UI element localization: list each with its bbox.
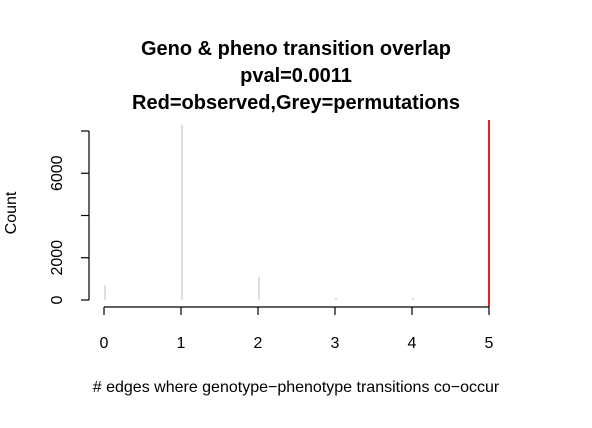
y-tick-label-1: 2000 bbox=[49, 240, 66, 276]
x-tick-label-4: 4 bbox=[408, 335, 417, 352]
chart-title: Geno & pheno transition overlap pval=0.0… bbox=[132, 38, 460, 114]
y-tick-label-2: 6000 bbox=[49, 155, 66, 191]
y-axis: 0 2000 6000 bbox=[49, 130, 90, 304]
x-tick-label-0: 0 bbox=[100, 335, 109, 352]
x-tick-label-5: 5 bbox=[485, 335, 494, 352]
x-tick-label-1: 1 bbox=[177, 335, 186, 352]
permutation-bars bbox=[104, 124, 414, 300]
y-axis-label: Count bbox=[3, 191, 20, 234]
chart-title-line-3: Red=observed,Grey=permutations bbox=[132, 92, 460, 114]
x-axis: 0 1 2 3 4 5 bbox=[100, 306, 494, 352]
chart-title-line-1: Geno & pheno transition overlap bbox=[141, 38, 451, 60]
y-tick-label-0: 0 bbox=[49, 295, 66, 304]
x-axis-label: # edges where genotype−phenotype transit… bbox=[93, 379, 500, 396]
x-tick-label-2: 2 bbox=[254, 335, 263, 352]
x-tick-label-3: 3 bbox=[331, 335, 340, 352]
chart-title-line-2: pval=0.0011 bbox=[240, 65, 352, 87]
